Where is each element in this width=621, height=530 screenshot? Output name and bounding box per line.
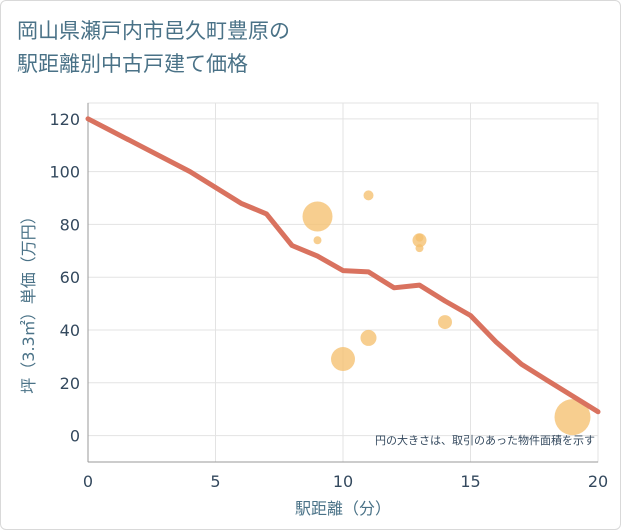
axes: [87, 103, 598, 463]
y-tick-label: 20: [60, 374, 80, 393]
bubble-point: [331, 347, 355, 372]
bubble-point: [313, 236, 322, 245]
chart-title-line1: 岡山県瀬戸内市邑久町豊原の: [17, 19, 290, 43]
y-axis-label: 坪（3.3㎡）単価（万円）: [19, 208, 38, 393]
bubble-point: [438, 315, 452, 330]
bubble-point: [554, 399, 591, 436]
trend-line-group: [85, 116, 601, 415]
y-tick-label: 120: [49, 110, 80, 129]
bubble-point: [302, 201, 333, 232]
y-tick-label: 60: [60, 268, 80, 287]
y-tick-label: 0: [70, 427, 80, 446]
x-tick-label: 10: [333, 472, 353, 491]
y-tick-label: 100: [49, 163, 80, 182]
x-tick-label: 20: [588, 472, 608, 491]
x-tick-label: 0: [83, 472, 93, 491]
bubble-point: [415, 233, 424, 242]
bubbles: [302, 190, 591, 436]
y-tick-label: 40: [60, 321, 80, 340]
bubble-point: [360, 329, 377, 346]
x-axis-label: 駅距離（分）: [295, 499, 391, 518]
bubble-size-note: 円の大きさは、取引のあった物件面積を示す: [375, 433, 595, 447]
x-tick-label: 15: [460, 472, 480, 491]
bubble-point: [363, 190, 374, 201]
x-tick-labels: 0 5 10 15 20: [83, 472, 608, 491]
y-tick-labels: 0 20 40 60 80 100 120: [49, 110, 80, 446]
chart-title: 岡山県瀬戸内市邑久町豊原の 駅距離別中古戸建て価格: [17, 15, 290, 81]
grid: [88, 103, 599, 462]
y-tick-label: 80: [60, 215, 80, 234]
chart-title-line2: 駅距離別中古戸建て価格: [17, 52, 248, 76]
trend-line: [85, 116, 601, 415]
bubble-point: [415, 244, 424, 253]
x-tick-label: 5: [210, 472, 220, 491]
